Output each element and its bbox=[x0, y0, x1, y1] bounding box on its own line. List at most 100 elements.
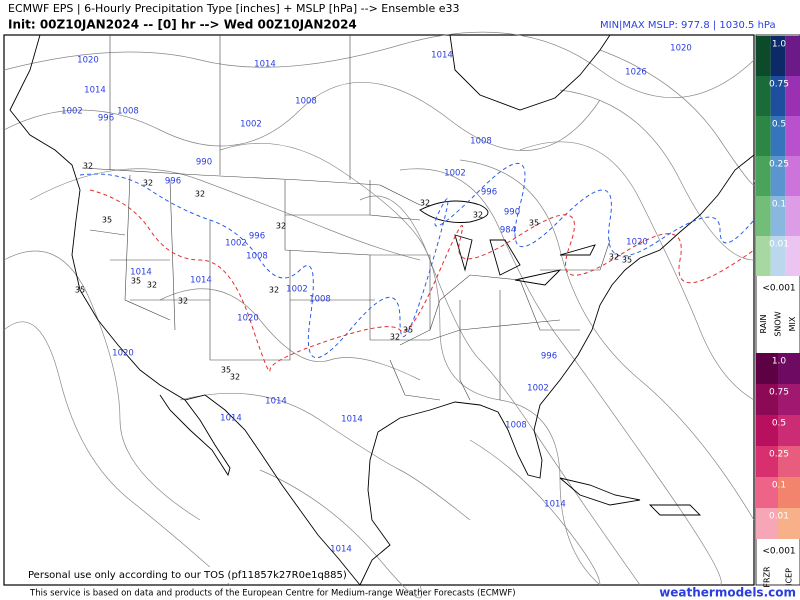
legend-level: 0.01 bbox=[769, 240, 789, 250]
isobar-label: 1020 bbox=[237, 314, 259, 324]
site-link[interactable]: weathermodels.com bbox=[659, 586, 796, 600]
isobar-label: 1014 bbox=[254, 60, 276, 70]
tos-note: Personal use only according to our TOS (… bbox=[28, 570, 347, 581]
legend-trace: <0.001 bbox=[762, 284, 795, 294]
isobar-label: 1002 bbox=[61, 107, 83, 117]
isobar-label: 1002 bbox=[286, 285, 308, 295]
freezing-label: 35 bbox=[529, 219, 539, 228]
legend-level: 0.25 bbox=[769, 160, 789, 170]
freezing-line-35 bbox=[89, 189, 755, 372]
freezing-label: 35 bbox=[622, 256, 632, 265]
isobar-label: 1014 bbox=[330, 545, 352, 555]
isobar-label: 1008 bbox=[309, 295, 331, 305]
attribution: This service is based on data and produc… bbox=[29, 589, 516, 599]
isobar-label: 1020 bbox=[670, 44, 692, 54]
legend-trace: <0.001 bbox=[762, 547, 795, 557]
isobar-label: 1014 bbox=[130, 268, 152, 278]
isobar-label: 1014 bbox=[341, 415, 363, 425]
legend-swatch bbox=[756, 384, 778, 415]
legend-level: 0.75 bbox=[769, 388, 789, 398]
legend-swatch bbox=[756, 508, 778, 539]
legend-swatch bbox=[785, 196, 800, 236]
legend-swatch bbox=[756, 415, 778, 446]
legend-swatch bbox=[785, 236, 800, 276]
isobar-label: 996 bbox=[481, 188, 497, 198]
freezing-label: 32 bbox=[143, 179, 153, 188]
tos-box bbox=[24, 567, 344, 583]
freezing-label: 35 bbox=[75, 286, 85, 295]
isobar-label: 1014 bbox=[190, 276, 212, 286]
map-frame bbox=[3, 34, 755, 586]
legend-swatch bbox=[756, 477, 778, 508]
legend-swatch bbox=[756, 76, 771, 116]
legend-swatch bbox=[756, 196, 771, 236]
legend-swatch bbox=[778, 353, 800, 384]
legend-swatch bbox=[770, 36, 786, 76]
freezing-label: 32 bbox=[269, 286, 279, 295]
freezing-label: 32 bbox=[609, 253, 619, 262]
legend-level: 0.5 bbox=[772, 120, 786, 130]
legend-swatch bbox=[785, 36, 800, 76]
precip-type-label: SNOW bbox=[774, 311, 783, 336]
freezing-label: 32 bbox=[390, 333, 400, 342]
isobar-label: 990 bbox=[504, 208, 520, 218]
isobar-label: 1014 bbox=[265, 397, 287, 407]
isobar-label: 1002 bbox=[444, 169, 466, 179]
isobar-label: 1026 bbox=[625, 68, 647, 78]
isobar-label: 996 bbox=[541, 352, 557, 362]
isobar-label: 1014 bbox=[544, 500, 566, 510]
subtitle: Init: 00Z10JAN2024 -- [0] hr --> Wed 00Z… bbox=[8, 18, 357, 32]
title: ECMWF EPS | 6-Hourly Precipitation Type … bbox=[8, 2, 459, 15]
freezing-label: 35 bbox=[131, 277, 141, 286]
legend-level: 0.5 bbox=[772, 419, 786, 429]
isobar-label: 1008 bbox=[246, 252, 268, 262]
isobar-label: 1008 bbox=[470, 137, 492, 147]
legend-swatch bbox=[756, 156, 771, 196]
mslp-minmax: MIN|MAX MSLP: 977.8 | 1030.5 hPa bbox=[600, 20, 776, 31]
legend-swatch bbox=[785, 156, 800, 196]
isobar-label: 1020 bbox=[112, 349, 134, 359]
isobar-label: 996 bbox=[165, 177, 181, 187]
legend-swatch bbox=[778, 508, 800, 539]
freezing-line-32 bbox=[79, 162, 755, 359]
isobar-label: 1008 bbox=[295, 97, 317, 107]
isobar-label: 996 bbox=[98, 114, 114, 124]
legend-swatch bbox=[778, 446, 800, 477]
isobar-label: 1002 bbox=[240, 120, 262, 130]
isobar-label: 1008 bbox=[117, 107, 139, 117]
legend-level: 0.1 bbox=[772, 200, 786, 210]
legend-swatch bbox=[778, 415, 800, 446]
legend-swatch bbox=[778, 384, 800, 415]
legend-swatch bbox=[770, 156, 786, 196]
legend-swatch bbox=[756, 446, 778, 477]
freezing-label: 32 bbox=[230, 373, 240, 382]
legend-level: 0.75 bbox=[769, 80, 789, 90]
legend-swatch bbox=[770, 76, 786, 116]
coastlines bbox=[9, 34, 755, 586]
isobar-label: 984 bbox=[500, 226, 516, 236]
legend-swatch bbox=[756, 353, 778, 384]
isobar-label: 1014 bbox=[431, 51, 453, 61]
precip-type-label: MIX bbox=[788, 316, 797, 331]
isobar-label: 1002 bbox=[225, 239, 247, 249]
legend-swatch bbox=[785, 116, 800, 156]
isobar-label: 1014 bbox=[84, 86, 106, 96]
legend-swatch bbox=[785, 76, 800, 116]
borders bbox=[81, 35, 611, 401]
isobar-label: 990 bbox=[196, 158, 212, 168]
legend-swatch bbox=[770, 196, 786, 236]
freezing-label: 35 bbox=[403, 326, 413, 335]
isobar-label: 1014 bbox=[220, 414, 242, 424]
legend-swatch bbox=[756, 116, 771, 156]
isobars bbox=[3, 31, 756, 599]
isobar-label: 996 bbox=[249, 232, 265, 242]
legend-level: 1.0 bbox=[772, 357, 787, 367]
precip-type-label: ICEP bbox=[785, 568, 794, 586]
isobar-label: 1020 bbox=[626, 238, 648, 248]
freezing-label: 32 bbox=[473, 211, 483, 220]
freezing-label: 32 bbox=[178, 297, 188, 306]
legend-swatch bbox=[770, 236, 786, 276]
freezing-label: 32 bbox=[147, 281, 157, 290]
